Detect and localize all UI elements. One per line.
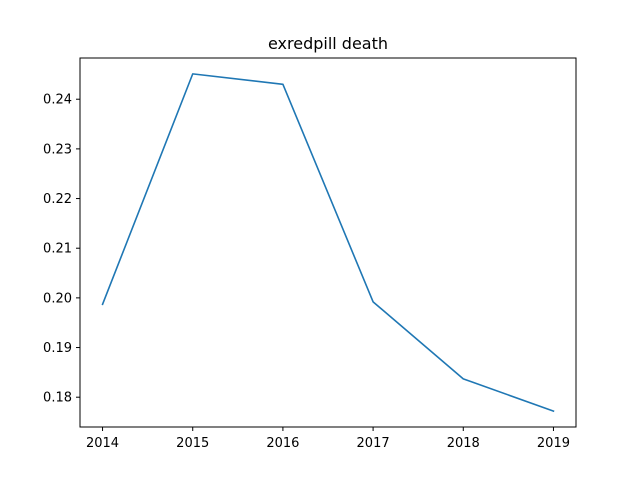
plot-series [101,73,555,413]
x-tick-label: 2015 [176,436,209,451]
y-axis: 0.18 0.19 0.20 0.21 0.22 0.23 0.24 [43,93,80,406]
x-tick-label: 2019 [537,436,570,451]
x-tick-label: 2014 [86,436,119,451]
x-tick-label: 2016 [266,436,299,451]
y-tick-label: 0.22 [43,192,72,207]
y-tick-label: 0.19 [43,341,72,356]
y-tick-label: 0.21 [43,242,72,257]
series-line [101,73,555,413]
y-tick-label: 0.23 [43,142,72,157]
y-tick-label: 0.18 [43,391,72,406]
chart-title: exredpill death [268,34,388,53]
y-tick-label: 0.24 [43,93,72,108]
x-axis: 2014 2015 2016 2017 2018 2019 [86,427,570,451]
plot-frame [79,57,577,428]
x-tick-label: 2017 [357,436,390,451]
x-tick-label: 2018 [447,436,480,451]
y-tick-label: 0.20 [43,291,72,306]
